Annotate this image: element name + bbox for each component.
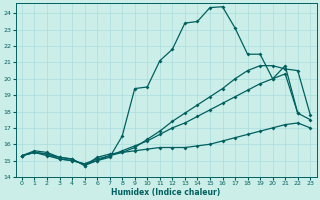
X-axis label: Humidex (Indice chaleur): Humidex (Indice chaleur) — [111, 188, 221, 197]
